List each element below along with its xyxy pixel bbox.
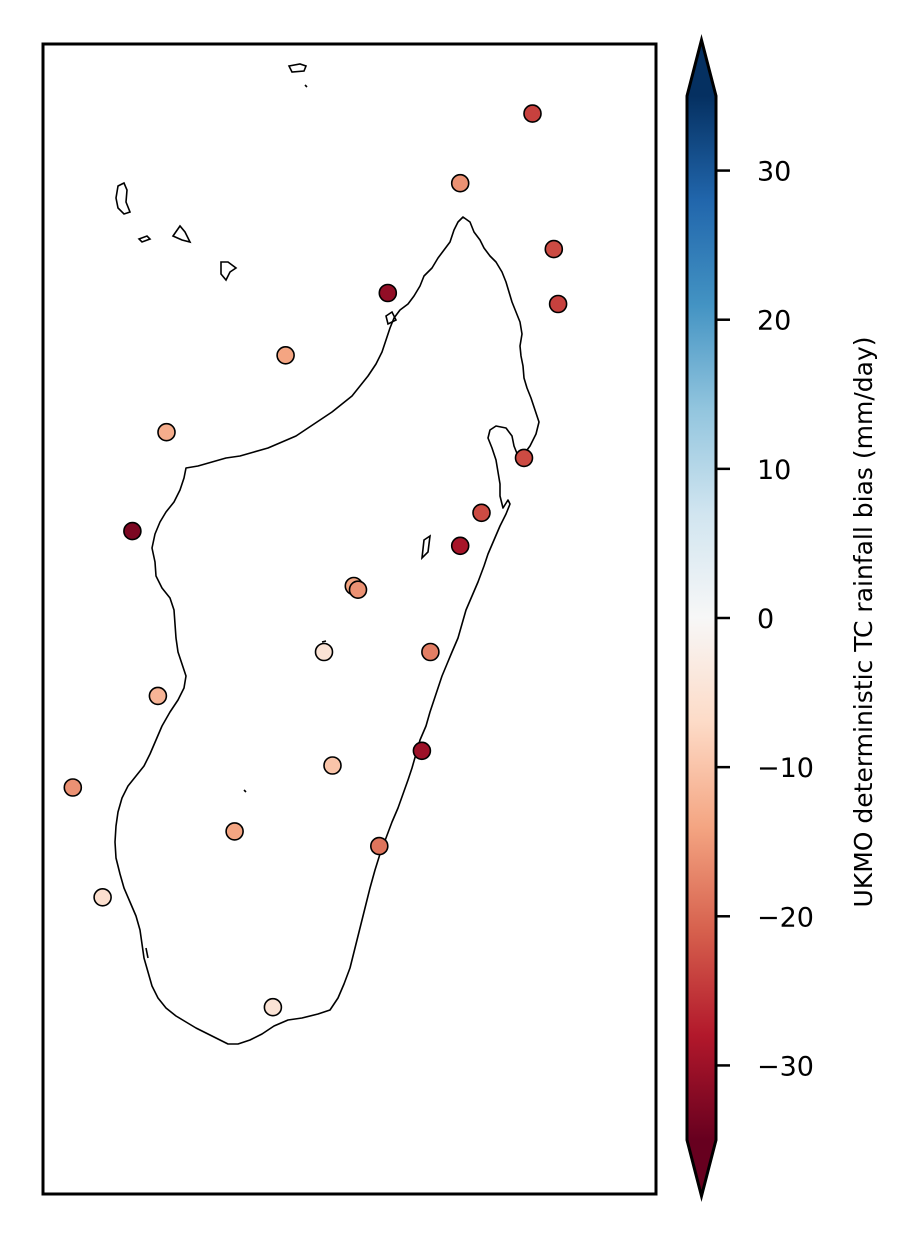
station-marker — [450, 536, 470, 556]
colorbar-tick-label: −10 — [757, 753, 814, 784]
colorbar-tick-label: 20 — [757, 306, 791, 337]
colorbar: −30 −20 −10 0 10 20 30 UKMO deterministic TC r… — [685, 34, 878, 1202]
station-marker — [314, 642, 334, 662]
station-marker — [93, 887, 112, 907]
colorbar-body — [687, 96, 716, 1140]
comoros-grande-comore — [115, 181, 132, 215]
comoros-moheli — [137, 235, 152, 243]
station-marker — [514, 448, 534, 468]
inland-lake-2 — [243, 789, 247, 793]
station-marker — [225, 822, 244, 841]
station-marker — [544, 239, 564, 259]
madagascar-coastline — [114, 216, 540, 1045]
station-marker — [63, 778, 83, 797]
colorbar-extend-low — [687, 1140, 716, 1196]
colorbar-tick-label: 10 — [757, 455, 791, 486]
inland-lake-1 — [321, 640, 327, 643]
station-marker — [348, 580, 368, 600]
island-north-small — [287, 63, 308, 73]
colorbar-label: UKMO deterministic TC rainfall bias (mm/… — [849, 337, 878, 908]
station-marker — [472, 503, 491, 523]
station-marker — [148, 686, 168, 706]
station-marker — [263, 997, 283, 1017]
station-marker — [378, 283, 398, 303]
colorbar-ticks: −30 −20 −10 0 10 20 30 — [716, 157, 814, 1082]
colorbar-tick-label: −30 — [757, 1051, 814, 1082]
island-dot — [304, 84, 308, 88]
station-marker — [123, 521, 142, 541]
station-markers — [63, 104, 568, 1017]
station-marker — [523, 104, 542, 123]
nosy-be — [385, 310, 398, 326]
nosy-boraha — [420, 534, 432, 561]
colorbar-extend-high — [687, 40, 716, 96]
coastline-layer — [114, 63, 540, 1045]
west-islet — [145, 947, 149, 959]
station-marker — [450, 173, 470, 193]
colorbar-tick-label: −20 — [757, 902, 814, 933]
colorbar-outline — [685, 34, 718, 1202]
station-marker — [276, 345, 295, 365]
map-frame — [41, 42, 658, 1196]
map-panel — [41, 42, 658, 1196]
comoros-anjouan — [171, 224, 192, 244]
colorbar-tick-label: 0 — [757, 604, 774, 635]
station-marker — [548, 294, 568, 314]
station-marker — [369, 836, 389, 856]
mayotte — [220, 261, 238, 282]
colorbar-tick-label: 30 — [757, 157, 791, 188]
station-marker — [412, 741, 432, 761]
station-marker — [157, 422, 176, 442]
station-marker — [323, 756, 342, 775]
station-marker — [421, 642, 440, 662]
